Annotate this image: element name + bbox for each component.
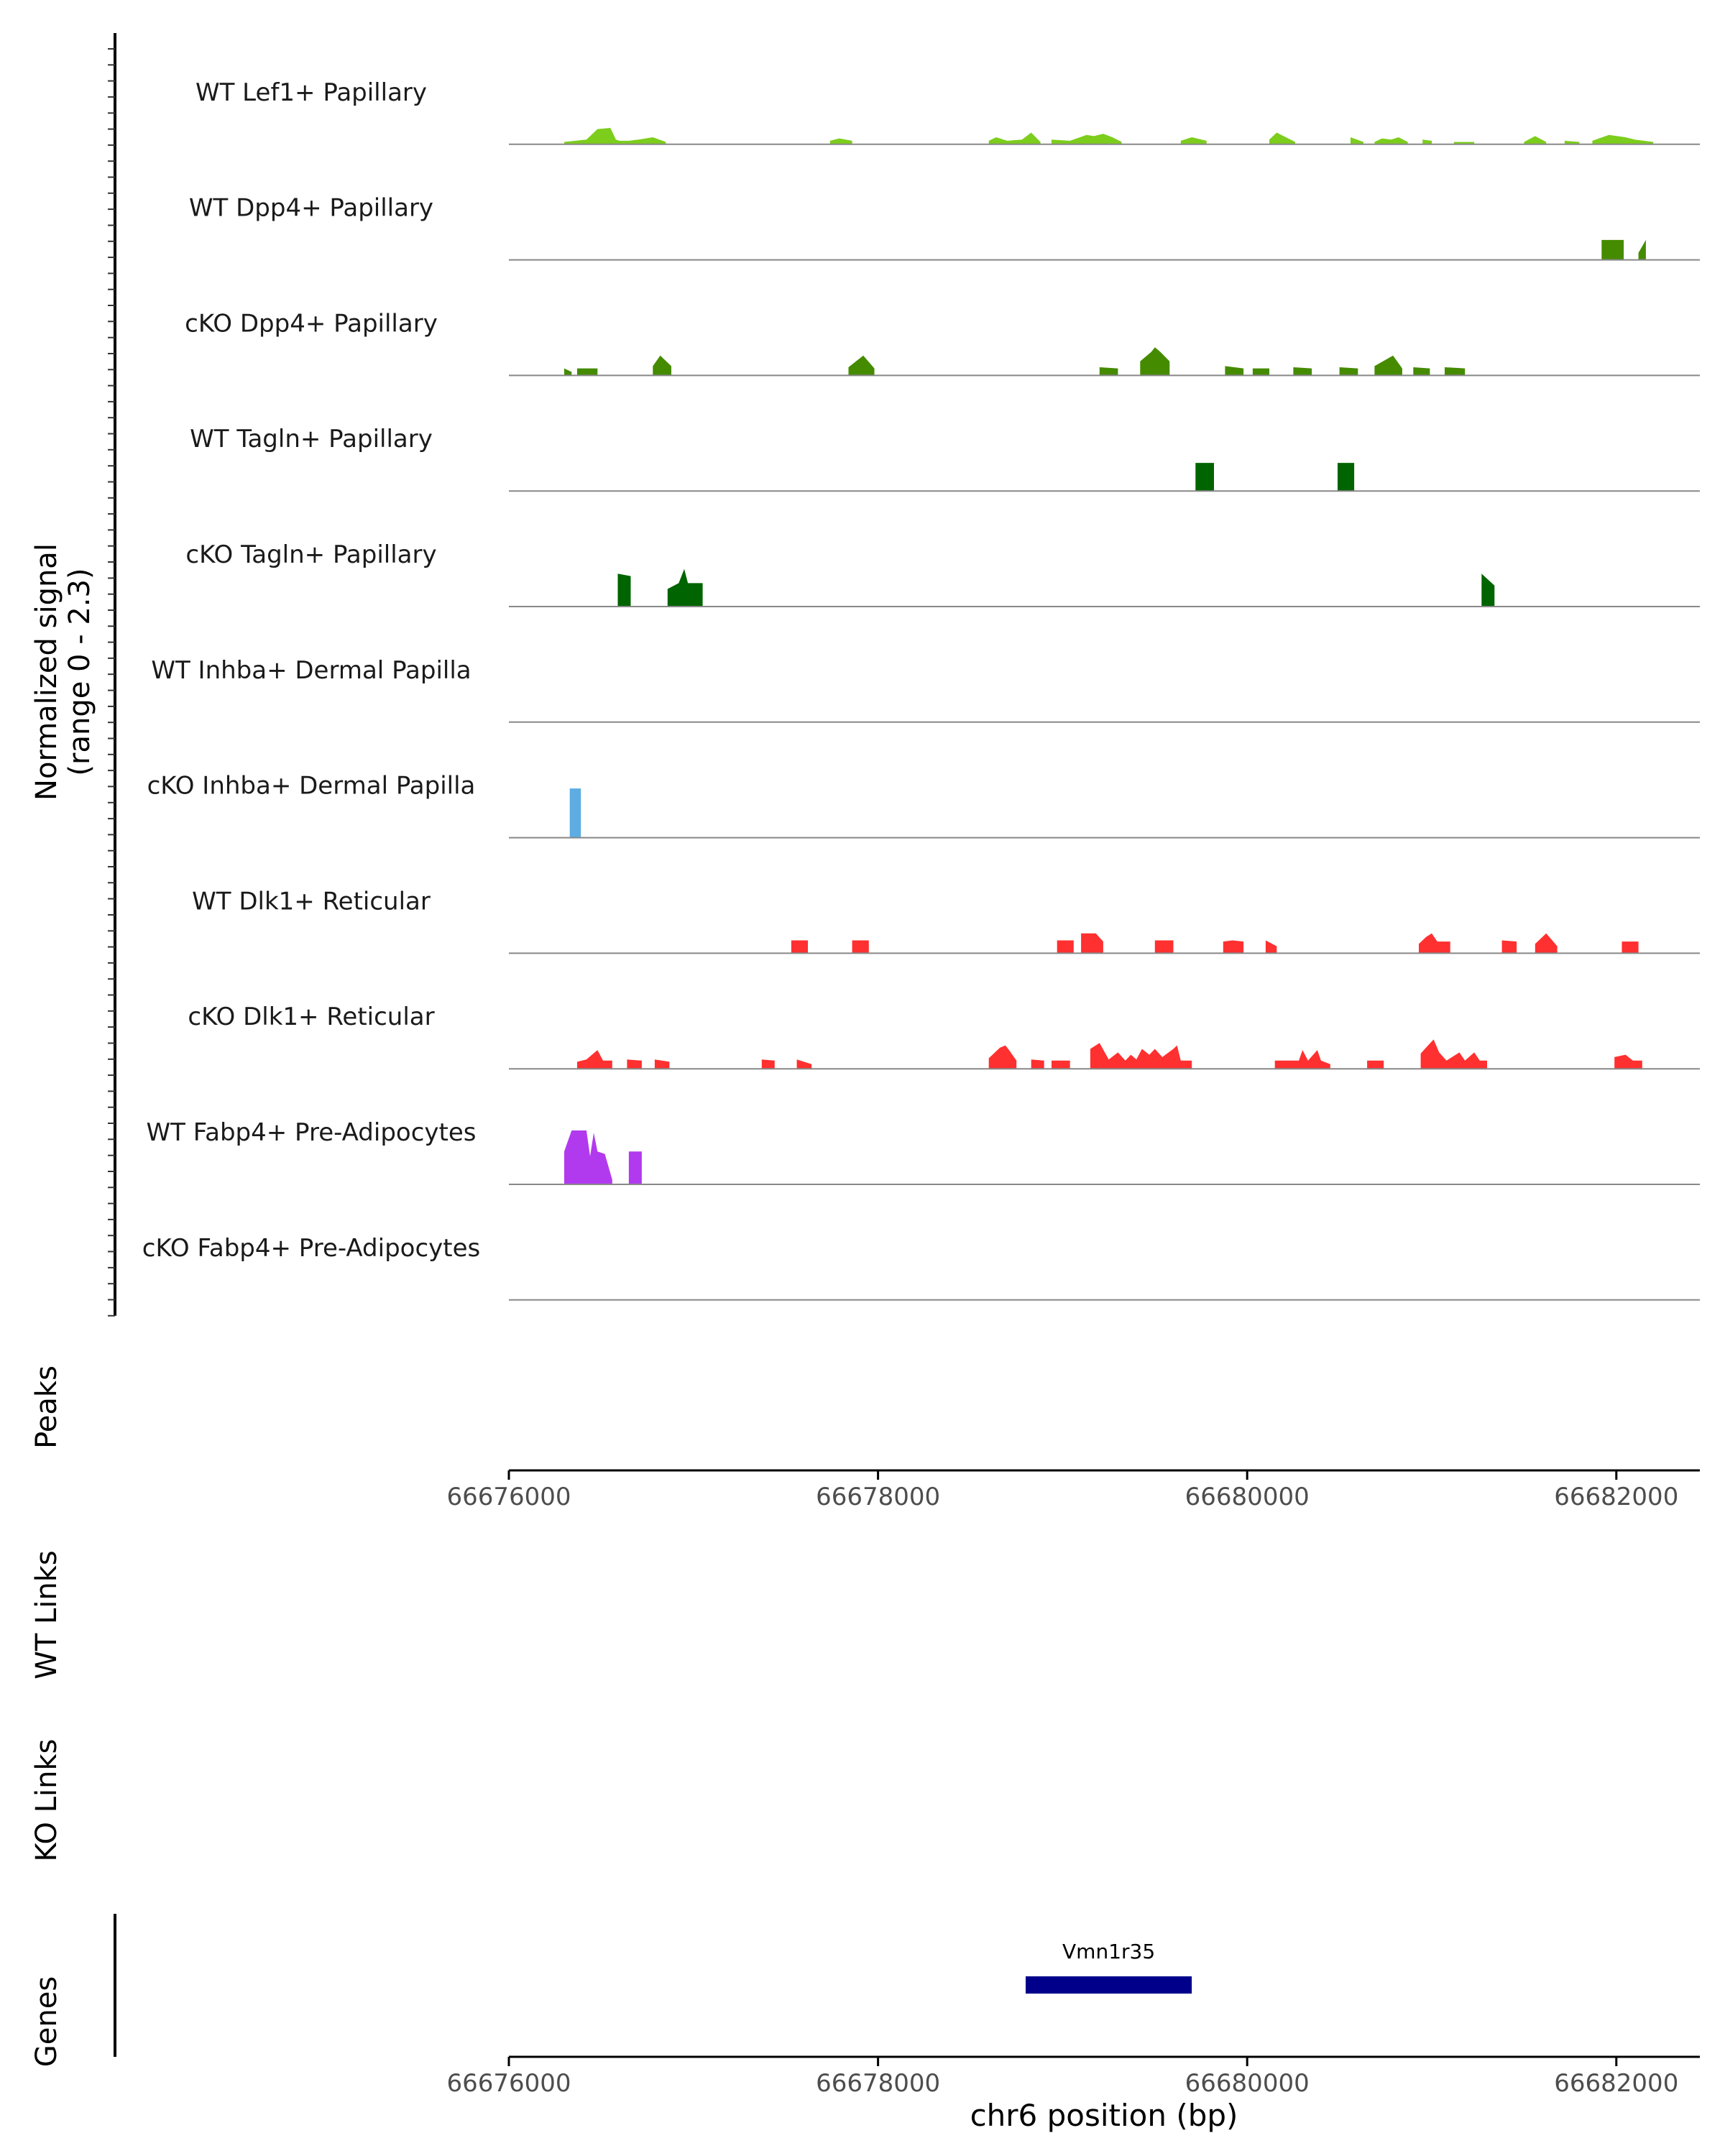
coverage-peak (654, 1059, 670, 1069)
coverage-peak (829, 138, 852, 144)
coverage-peak (1140, 347, 1170, 376)
ko-links-panel-label: KO Links (30, 1739, 63, 1862)
coverage-peak (1223, 940, 1244, 954)
coverage-peak (577, 368, 598, 376)
coverage-peak (1338, 463, 1355, 492)
coverage-peak (1269, 132, 1295, 144)
track-label: WT Fabp4+ Pre-Adipocytes (147, 1118, 477, 1147)
coverage-peak (852, 940, 869, 954)
coverage-peak (1052, 1060, 1070, 1069)
coverage-peak (761, 1059, 775, 1069)
coverage-peak (791, 940, 808, 954)
coverage-peak (1422, 139, 1432, 144)
left-tick-axis (108, 33, 116, 1317)
wt-links-panel-label: WT Links (30, 1550, 63, 1679)
coverage-peak (617, 573, 631, 607)
coverage-peak (1031, 1059, 1044, 1069)
track-label: WT Inhba+ Dermal Papilla (151, 656, 471, 685)
coverage-peak (988, 132, 1041, 144)
track-label: WT Dpp4+ Papillary (189, 194, 433, 223)
track-label: cKO Tagln+ Papillary (185, 540, 436, 569)
coverage-peak (1419, 933, 1450, 954)
coverage-peak (1535, 933, 1558, 954)
coverage-peak (1374, 355, 1402, 376)
coverage-peak (1413, 367, 1430, 376)
coverage-peak (1274, 1050, 1330, 1069)
y-axis-label: Normalized signal (30, 543, 63, 801)
track-label: cKO Inhba+ Dermal Papilla (147, 772, 476, 801)
coverage-peak (569, 788, 581, 838)
x-axis-top: 66676000 66678000 66680000 66682000 (446, 1469, 1700, 1511)
x-axis-title: chr6 position (bp) (970, 2098, 1238, 2133)
coverage-peak (577, 1050, 612, 1069)
track-label: cKO Dlk1+ Reticular (188, 1003, 434, 1031)
coverage-peak (1339, 367, 1358, 376)
coverage-peak (667, 568, 703, 607)
coverage-peak (1225, 366, 1244, 376)
coverage-peak (627, 1059, 642, 1069)
track-label: WT Tagln+ Papillary (190, 425, 433, 453)
coverage-peak (1592, 134, 1654, 144)
coverage-peak (1265, 940, 1277, 954)
track-label: cKO Fabp4+ Pre-Adipocytes (142, 1234, 481, 1263)
coverage-peak (1601, 239, 1624, 260)
coverage-peak (1154, 940, 1174, 954)
x-tick-label: 66678000 (816, 1483, 940, 1511)
track-label: WT Dlk1+ Reticular (192, 887, 431, 916)
x-tick-label: 66682000 (1554, 1483, 1678, 1511)
coverage-peak (1481, 573, 1495, 607)
coverage-peak (796, 1059, 812, 1069)
track-label: WT Lef1+ Papillary (196, 78, 427, 107)
coverage-peak (1180, 137, 1207, 144)
coverage-peak (1293, 367, 1312, 376)
coverage-peak (564, 1130, 612, 1184)
coverage-peak (1445, 367, 1466, 376)
coverage-tracks: WT Lef1+ Papillary WT Dpp4+ Papillary cKO … (142, 78, 1700, 1301)
peaks-panel-label: Peaks (30, 1365, 63, 1449)
genes-track: Vmn1r35 (1026, 1940, 1192, 1994)
coverage-peak (1195, 463, 1214, 492)
coverage-peak (564, 368, 572, 376)
coverage-peak (1374, 137, 1408, 144)
x-tick-label: 66680000 (1185, 2069, 1310, 2098)
x-tick-label: 66676000 (446, 2069, 571, 2098)
gene-body (1026, 1976, 1192, 1994)
coverage-peak (1501, 940, 1517, 954)
coverage-peak (1524, 136, 1547, 144)
x-tick-label: 66682000 (1554, 2069, 1678, 2098)
coverage-peak (1367, 1060, 1384, 1069)
gene-label: Vmn1r35 (1062, 1940, 1155, 1963)
x-tick-label: 66678000 (816, 2069, 940, 2098)
coverage-peak (564, 128, 666, 144)
coverage-peak (653, 355, 671, 376)
coverage-peak (1420, 1039, 1487, 1069)
x-axis-bottom: 66676000 66678000 66680000 66682000 (446, 2055, 1700, 2098)
x-tick-label: 66676000 (446, 1483, 571, 1511)
coverage-peak (1057, 940, 1074, 954)
genes-panel-label: Genes (30, 1976, 63, 2067)
coverage-peak (1252, 368, 1269, 376)
coverage-peak (1099, 367, 1118, 376)
y-axis-range-label: (range 0 - 2.3) (63, 568, 96, 775)
coverage-peak (1614, 1054, 1642, 1069)
coverage-peak (988, 1045, 1017, 1069)
coverage-peak (1081, 933, 1103, 954)
coverage-peak (1622, 941, 1639, 954)
coverage-peak (1052, 134, 1122, 144)
track-label: cKO Dpp4+ Papillary (185, 309, 438, 338)
coverage-peak (1090, 1043, 1192, 1069)
coverage-peak (628, 1151, 642, 1184)
x-tick-label: 66680000 (1185, 1483, 1310, 1511)
coverage-peak (848, 355, 875, 376)
coverage-peak (1638, 239, 1646, 260)
coverage-peak (1351, 137, 1363, 144)
coverage-peak (1564, 140, 1580, 144)
